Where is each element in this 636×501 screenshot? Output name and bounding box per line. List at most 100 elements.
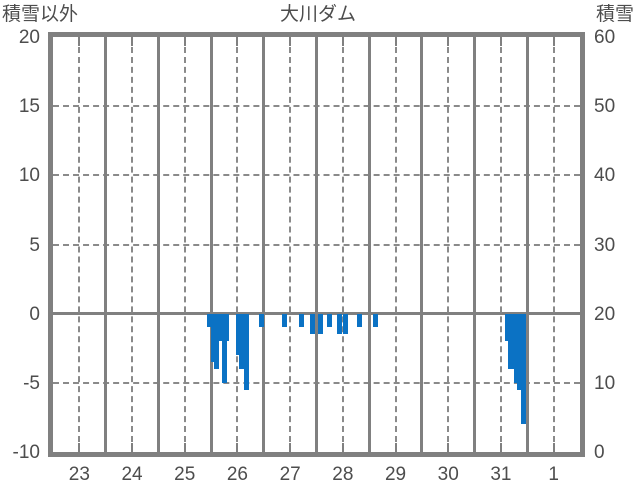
axis-tick-top bbox=[262, 37, 265, 46]
axis-tick-bottom bbox=[262, 443, 265, 452]
axis-tick-bottom bbox=[315, 443, 318, 452]
x-axis-tick-label: 23 bbox=[68, 464, 90, 485]
axis-tick-bottom bbox=[183, 443, 186, 452]
bar bbox=[517, 313, 523, 390]
gridline-vertical-minor bbox=[552, 37, 555, 452]
x-axis-tick-label: 29 bbox=[384, 464, 407, 485]
bar bbox=[282, 313, 288, 328]
bar bbox=[219, 313, 225, 342]
gridline-vertical-major bbox=[473, 37, 477, 452]
axis-tick-top bbox=[104, 37, 107, 46]
y-axis-left-tick-label: 15 bbox=[18, 96, 40, 118]
y-axis-right-tick-label: 10 bbox=[594, 372, 616, 394]
gridline-vertical-minor bbox=[236, 37, 239, 452]
axis-tick-bottom bbox=[447, 443, 450, 452]
gridline-vertical-major bbox=[262, 37, 266, 452]
bar bbox=[520, 313, 526, 425]
bar bbox=[309, 313, 315, 335]
bar bbox=[373, 313, 379, 328]
bar bbox=[357, 313, 363, 328]
bar bbox=[258, 313, 264, 328]
gridline-vertical-minor bbox=[394, 37, 397, 452]
bar bbox=[342, 313, 348, 335]
axis-tick-top bbox=[447, 37, 450, 46]
axis-tick-top bbox=[183, 37, 186, 46]
bar bbox=[213, 313, 219, 369]
gridline-vertical-major bbox=[209, 37, 213, 452]
axis-tick-top bbox=[210, 37, 213, 46]
gridline-vertical-minor bbox=[341, 37, 344, 452]
y-axis-left-tick-label: 0 bbox=[29, 303, 40, 325]
left-axis-title: 積雪以外 bbox=[2, 4, 79, 25]
axis-tick-bottom bbox=[104, 443, 107, 452]
gridline-vertical-minor bbox=[78, 37, 81, 452]
x-axis-tick-label: 24 bbox=[121, 464, 143, 485]
axis-tick-top bbox=[131, 37, 134, 46]
y-axis-left-tick-label: -10 bbox=[12, 442, 40, 463]
bar bbox=[224, 313, 230, 342]
gridline-vertical-major bbox=[420, 37, 424, 452]
axis-tick-bottom bbox=[210, 443, 213, 452]
axis-tick-bottom bbox=[341, 443, 344, 452]
axis-tick-top bbox=[552, 37, 555, 46]
bar bbox=[336, 313, 342, 335]
x-axis-tick-label: 1 bbox=[548, 464, 559, 485]
y-axis-right-tick-label: 20 bbox=[594, 303, 616, 325]
x-axis-tick-label: 26 bbox=[226, 464, 248, 485]
bar bbox=[327, 313, 333, 328]
gridline-vertical-minor bbox=[131, 37, 134, 452]
gridline-vertical-major bbox=[156, 37, 160, 452]
axis-tick-top bbox=[157, 37, 160, 46]
bar bbox=[318, 313, 324, 335]
x-axis-tick-label: 31 bbox=[490, 464, 512, 485]
y-axis-left-tick-label: 10 bbox=[18, 165, 40, 187]
gridline-vertical-minor bbox=[183, 37, 186, 452]
axis-tick-bottom bbox=[236, 443, 239, 452]
bar bbox=[504, 313, 510, 342]
bar bbox=[211, 313, 217, 363]
axis-tick-bottom bbox=[552, 443, 555, 452]
axis-tick-bottom bbox=[78, 443, 81, 452]
x-axis-tick-label: 27 bbox=[279, 464, 301, 485]
axis-tick-bottom bbox=[420, 443, 423, 452]
axis-tick-top bbox=[236, 37, 239, 46]
axis-tick-bottom bbox=[368, 443, 371, 452]
bar bbox=[507, 313, 513, 369]
axis-tick-bottom bbox=[157, 443, 160, 452]
axis-tick-top bbox=[526, 37, 529, 46]
y-axis-left-tick-label: -5 bbox=[23, 372, 40, 394]
axis-tick-top bbox=[289, 37, 292, 46]
right-axis-title: 積雪 bbox=[595, 4, 634, 25]
gridline-vertical-major bbox=[315, 37, 318, 452]
axis-tick-bottom bbox=[131, 443, 134, 452]
x-axis-tick-label: 28 bbox=[332, 464, 354, 485]
chart-title: 大川ダム bbox=[279, 4, 356, 25]
axis-tick-top bbox=[394, 37, 397, 46]
axis-tick-bottom bbox=[526, 443, 529, 452]
bar bbox=[216, 313, 222, 342]
gridline-vertical-major bbox=[525, 37, 529, 452]
y-axis-right-tick-label: 30 bbox=[594, 234, 616, 256]
gridline-vertical-major bbox=[367, 37, 371, 452]
y-axis-right-tick-label: 40 bbox=[594, 165, 616, 187]
y-axis-right-tick-label: 0 bbox=[594, 442, 605, 463]
gridline-vertical-minor bbox=[499, 37, 502, 452]
gridline-vertical-minor bbox=[289, 37, 292, 452]
bar bbox=[207, 313, 213, 328]
axis-tick-top bbox=[341, 37, 344, 46]
bar bbox=[239, 313, 245, 369]
axis-tick-top bbox=[499, 37, 502, 46]
gridline-vertical-minor bbox=[447, 37, 450, 452]
plot-inner bbox=[53, 37, 580, 452]
axis-tick-bottom bbox=[289, 443, 292, 452]
bar bbox=[221, 313, 227, 383]
y-axis-left-tick-label: 20 bbox=[18, 27, 40, 48]
bar bbox=[514, 313, 520, 383]
bar bbox=[244, 313, 250, 390]
axis-tick-bottom bbox=[473, 443, 476, 452]
gridline-vertical-major bbox=[104, 37, 108, 452]
y-axis-left-tick-label: 5 bbox=[29, 234, 40, 256]
bar bbox=[241, 313, 247, 335]
plot-area bbox=[48, 32, 585, 457]
